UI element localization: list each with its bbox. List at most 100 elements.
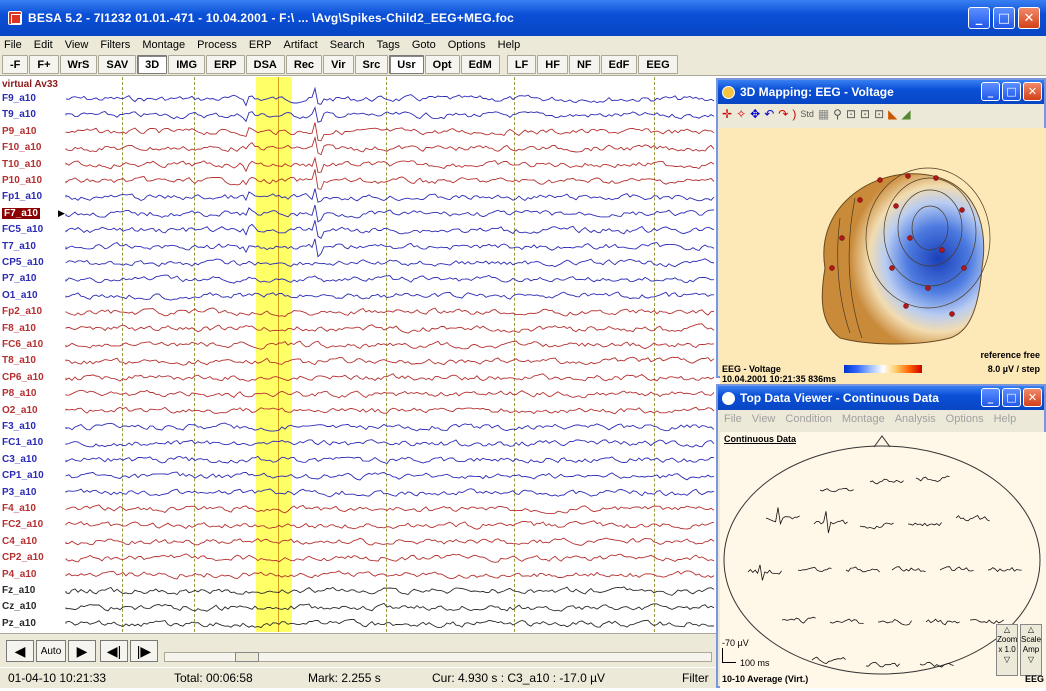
- redo-icon[interactable]: ↷: [778, 107, 789, 121]
- channel-label-p10_a10[interactable]: P10_a10: [2, 175, 43, 186]
- channel-label-fc6_a10[interactable]: FC6_a10: [2, 339, 44, 350]
- menu-artifact[interactable]: Artifact: [283, 39, 318, 51]
- scrollbar-thumb[interactable]: [235, 652, 259, 662]
- toolbar-lf-button[interactable]: LF: [506, 55, 537, 74]
- viewer-menu-options[interactable]: Options: [945, 413, 984, 425]
- menu-tags[interactable]: Tags: [376, 39, 400, 51]
- toolbar-wrs-button[interactable]: WrS: [59, 55, 98, 74]
- head-map-view[interactable]: 10.04.2001 10:21:35 836ms: [720, 128, 1046, 386]
- channel-label-t8_a10[interactable]: T8_a10: [2, 355, 36, 367]
- viewer-maximize-button[interactable]: □: [1002, 388, 1021, 407]
- menu-edit[interactable]: Edit: [33, 39, 53, 51]
- rotate-icon[interactable]: ✧: [736, 107, 747, 121]
- zoom-control[interactable]: △ Zoom x 1.0 ▽: [996, 624, 1018, 676]
- viewer-close-button[interactable]: ✕: [1023, 388, 1042, 407]
- channel-label-fc5_a10[interactable]: FC5_a10: [2, 224, 44, 236]
- menu-goto[interactable]: Goto: [411, 39, 436, 51]
- toolbar-3d-button[interactable]: 3D: [137, 55, 168, 74]
- scale-up-icon[interactable]: △: [1027, 625, 1035, 634]
- menu-view[interactable]: View: [64, 39, 89, 51]
- channel-label-f9_a10[interactable]: F9_a10: [2, 93, 36, 104]
- channel-label-t7_a10[interactable]: T7_a10: [2, 240, 36, 252]
- toolbar-opt-button[interactable]: Opt: [424, 55, 460, 74]
- minimize-button[interactable]: _: [968, 7, 990, 29]
- viewer-menu-help[interactable]: Help: [993, 413, 1017, 425]
- channel-label-p9_a10[interactable]: P9_a10: [2, 125, 37, 137]
- channel-label-fp2_a10[interactable]: Fp2_a10: [2, 306, 43, 318]
- channel-label-cp1_a10[interactable]: CP1_a10: [2, 470, 44, 482]
- toolbar-erp-button[interactable]: ERP: [206, 55, 245, 74]
- toolbar-sav-button[interactable]: SAV: [98, 55, 137, 74]
- channel-label-p3_a10[interactable]: P3_a10: [2, 486, 37, 498]
- mapping-close-button[interactable]: ✕: [1023, 82, 1042, 101]
- menu-erp[interactable]: ERP: [248, 39, 272, 51]
- channel-label-p4_a10[interactable]: P4_a10: [2, 568, 37, 580]
- menu-search[interactable]: Search: [329, 39, 365, 51]
- channel-label-fz_a10[interactable]: Fz_a10: [2, 585, 36, 596]
- toolbar-edm-button[interactable]: EdM: [460, 55, 500, 74]
- maximize-button[interactable]: □: [993, 7, 1015, 29]
- channel-label-f3_a10[interactable]: F3_a10: [2, 421, 36, 432]
- step-forward-button[interactable]: |▶: [130, 640, 158, 662]
- viewer-menu-condition[interactable]: Condition: [785, 413, 832, 425]
- palette-icon[interactable]: ◢: [901, 107, 911, 121]
- eeg-trace-view[interactable]: virtual Av33 F9_a10 T9_a10 P9_a10 F10_a10 T1…: [0, 77, 718, 632]
- pan-icon[interactable]: ✥: [750, 107, 761, 121]
- close-button[interactable]: ✕: [1018, 7, 1040, 29]
- toolbar-img-button[interactable]: IMG: [168, 55, 206, 74]
- scale-down-icon[interactable]: ▽: [1027, 655, 1035, 664]
- viewer-menu-montage[interactable]: Montage: [841, 413, 885, 425]
- viewer-menu-view[interactable]: View: [751, 413, 776, 425]
- menu-montage[interactable]: Montage: [142, 39, 186, 51]
- channel-label-p7_a10[interactable]: P7_a10: [2, 273, 37, 285]
- channel-label-t10_a10[interactable]: T10_a10: [2, 158, 42, 170]
- scale-control[interactable]: △ Scale Amp ▽: [1020, 624, 1042, 676]
- channel-label-o2_a10[interactable]: O2_a10: [2, 404, 38, 416]
- viewer-menu-analysis[interactable]: Analysis: [894, 413, 936, 425]
- toolbar-eeg-button[interactable]: EEG: [638, 55, 678, 74]
- std-icon[interactable]: Std: [800, 109, 814, 119]
- toolbar-hf-button[interactable]: HF: [537, 55, 568, 74]
- page-forward-button[interactable]: ▶: [68, 640, 96, 662]
- channel-label-f10_a10[interactable]: F10_a10: [2, 142, 42, 154]
- channel-label-o1_a10[interactable]: O1_a10: [2, 289, 38, 301]
- channel-label-fc2_a10[interactable]: FC2_a10: [2, 519, 44, 531]
- mapping-minimize-button[interactable]: _: [981, 82, 1000, 101]
- electrode-icon[interactable]: ⚲: [833, 107, 842, 121]
- channel-label-fp1_a10[interactable]: Fp1_a10: [2, 191, 43, 203]
- channel-label-pz_a10[interactable]: Pz_a10: [2, 617, 36, 629]
- channel-label-fc1_a10[interactable]: FC1_a10: [2, 437, 44, 449]
- zoom-down-icon[interactable]: ▽: [1003, 655, 1011, 664]
- channel-label-f4_a10[interactable]: F4_a10: [2, 503, 36, 514]
- viewer-minimize-button[interactable]: _: [981, 388, 1000, 407]
- color-icon[interactable]: ◣: [888, 107, 898, 121]
- grid-icon[interactable]: ▦: [817, 107, 830, 121]
- menu-help[interactable]: Help: [497, 39, 521, 51]
- toolbar-f-button[interactable]: F+: [29, 55, 59, 74]
- menu-file[interactable]: File: [4, 39, 22, 51]
- toolbar-f-button[interactable]: -F: [2, 55, 29, 74]
- toolbar-usr-button[interactable]: Usr: [389, 55, 424, 74]
- toolbar-vir-button[interactable]: Vir: [323, 55, 354, 74]
- toolbar-src-button[interactable]: Src: [354, 55, 389, 74]
- channel-label-cp5_a10[interactable]: CP5_a10: [2, 257, 44, 268]
- paren-icon[interactable]: ): [792, 107, 797, 121]
- toolbar-rec-button[interactable]: Rec: [285, 55, 323, 74]
- toolbar-dsa-button[interactable]: DSA: [245, 55, 285, 74]
- topographic-viewer[interactable]: Continuous Data -70 µV 100 ms △ Zoom x 1…: [720, 432, 1046, 688]
- view-top-icon[interactable]: ⊡: [874, 107, 885, 121]
- menu-process[interactable]: Process: [197, 39, 237, 51]
- undo-icon[interactable]: ↶: [764, 107, 775, 121]
- viewer-menu-file[interactable]: File: [724, 413, 742, 425]
- zoom-up-icon[interactable]: △: [1003, 625, 1011, 634]
- channel-label-f7_a10[interactable]: F7_a10: [2, 207, 40, 219]
- view-front-icon[interactable]: ⊡: [845, 107, 857, 121]
- channel-label-cz_a10[interactable]: Cz_a10: [2, 601, 37, 613]
- mapping-maximize-button[interactable]: □: [1002, 82, 1021, 101]
- channel-label-c3_a10[interactable]: C3_a10: [2, 453, 38, 465]
- move-icon[interactable]: ✛: [722, 107, 733, 121]
- channel-label-cp2_a10[interactable]: CP2_a10: [2, 552, 44, 564]
- channel-label-p8_a10[interactable]: P8_a10: [2, 388, 37, 400]
- channel-label-t9_a10[interactable]: T9_a10: [2, 109, 36, 121]
- step-back-button[interactable]: ◀|: [100, 640, 128, 662]
